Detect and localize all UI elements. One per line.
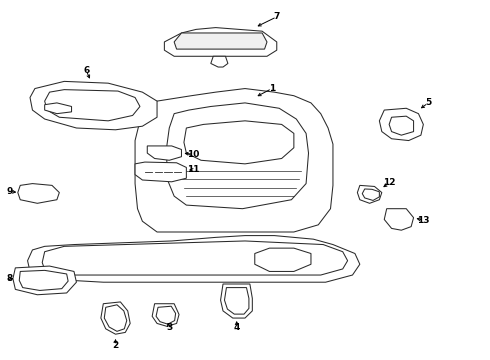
Text: 4: 4 — [234, 323, 240, 332]
Polygon shape — [357, 185, 382, 203]
Polygon shape — [211, 56, 228, 67]
Polygon shape — [224, 288, 249, 314]
Text: 6: 6 — [83, 66, 89, 75]
Text: 11: 11 — [188, 166, 200, 175]
Polygon shape — [384, 209, 414, 230]
Polygon shape — [45, 103, 72, 114]
Text: 8: 8 — [6, 274, 13, 283]
Text: 7: 7 — [273, 12, 280, 21]
Polygon shape — [152, 304, 179, 326]
Polygon shape — [27, 235, 360, 282]
Polygon shape — [104, 305, 127, 331]
Polygon shape — [30, 81, 157, 130]
Text: 3: 3 — [166, 323, 172, 332]
Polygon shape — [156, 306, 175, 324]
Text: 13: 13 — [417, 216, 430, 225]
Text: 9: 9 — [6, 187, 13, 196]
Polygon shape — [164, 28, 277, 56]
Text: 10: 10 — [188, 150, 200, 159]
Text: 1: 1 — [269, 84, 275, 93]
Text: 5: 5 — [425, 98, 431, 107]
Polygon shape — [101, 302, 130, 334]
Polygon shape — [13, 266, 76, 295]
Text: 2: 2 — [112, 341, 119, 350]
Text: 12: 12 — [383, 178, 395, 187]
Polygon shape — [42, 241, 347, 275]
Polygon shape — [379, 108, 423, 140]
Polygon shape — [19, 270, 68, 291]
Polygon shape — [255, 248, 311, 271]
Polygon shape — [362, 189, 379, 201]
Polygon shape — [45, 90, 140, 121]
Polygon shape — [135, 162, 186, 182]
Polygon shape — [147, 146, 181, 160]
Polygon shape — [18, 184, 59, 203]
Polygon shape — [389, 116, 414, 135]
Polygon shape — [220, 284, 252, 318]
Polygon shape — [184, 121, 294, 164]
Polygon shape — [135, 89, 333, 232]
Polygon shape — [174, 33, 267, 49]
Polygon shape — [167, 103, 309, 209]
